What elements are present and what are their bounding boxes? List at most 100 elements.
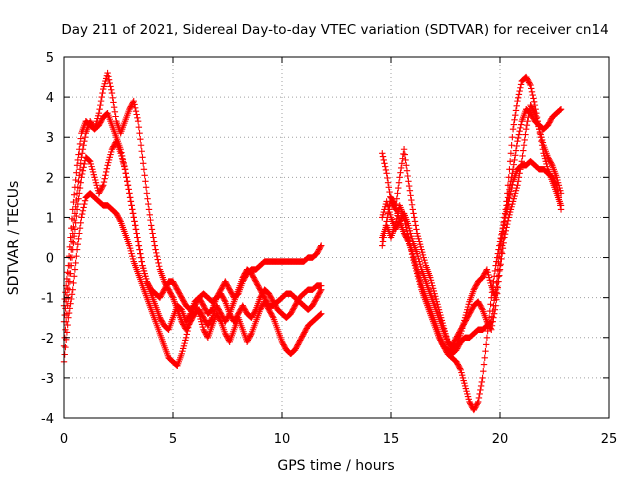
- data-point: [490, 302, 497, 309]
- data-point: [71, 266, 79, 273]
- data-point: [496, 246, 504, 253]
- data-point: [526, 80, 533, 87]
- data-point: [133, 111, 140, 118]
- data-point: [405, 182, 413, 190]
- data-point: [482, 267, 490, 275]
- data-point: [316, 311, 323, 319]
- data-point: [269, 313, 276, 320]
- data-point: [407, 244, 414, 251]
- data-point: [478, 305, 486, 312]
- x-tick-label: 15: [383, 432, 400, 447]
- data-point: [132, 226, 140, 233]
- data-point: [482, 341, 490, 348]
- data-point: [81, 160, 88, 168]
- data-point: [70, 273, 78, 280]
- data-point: [395, 179, 403, 186]
- data-point: [105, 76, 113, 83]
- data-point: [501, 210, 509, 217]
- data-point: [494, 266, 502, 273]
- data-point: [68, 215, 76, 222]
- data-point: [97, 101, 104, 109]
- data-point: [516, 170, 523, 177]
- data-point: [62, 326, 69, 333]
- data-point: [124, 178, 131, 185]
- y-tick-label: 3: [46, 131, 54, 146]
- data-point: [102, 168, 110, 176]
- data-point: [508, 174, 515, 181]
- data-point: [177, 305, 184, 312]
- data-point: [70, 279, 77, 287]
- data-point: [517, 84, 524, 91]
- y-tick-label: 1: [46, 211, 54, 226]
- data-point: [507, 150, 515, 157]
- data-point: [520, 147, 527, 154]
- data-points: [60, 69, 565, 414]
- data-point: [68, 295, 75, 303]
- data-point: [514, 138, 521, 145]
- data-point: [515, 91, 523, 98]
- data-point: [394, 190, 401, 197]
- data-point: [78, 214, 85, 221]
- y-tick-label: -2: [41, 332, 54, 347]
- data-point: [78, 210, 86, 218]
- data-point: [536, 130, 544, 137]
- data-point: [144, 195, 151, 202]
- data-point: [169, 293, 176, 300]
- x-tick-label: 25: [601, 432, 618, 447]
- data-point: [504, 198, 511, 205]
- data-point: [514, 178, 522, 185]
- data-point: [475, 394, 483, 402]
- data-point: [477, 386, 484, 394]
- data-point: [406, 187, 414, 194]
- data-point: [392, 222, 399, 229]
- y-tick-label: -1: [41, 292, 54, 307]
- data-point: [133, 230, 140, 237]
- x-tick-label: 0: [60, 432, 68, 447]
- data-point: [381, 160, 388, 167]
- data-point: [145, 200, 152, 208]
- data-point: [164, 325, 172, 333]
- data-point: [153, 249, 160, 257]
- data-point: [397, 169, 404, 176]
- series-trace-8: [379, 105, 565, 358]
- x-tick-labels: 0 5 10 15 20 25: [60, 432, 617, 447]
- data-point: [512, 111, 519, 119]
- data-point: [73, 190, 81, 197]
- data-point: [403, 162, 410, 169]
- data-point: [155, 259, 162, 267]
- data-point: [522, 131, 529, 138]
- data-point: [488, 313, 496, 320]
- data-point: [62, 289, 69, 296]
- data-point: [134, 117, 142, 125]
- data-point: [517, 162, 525, 169]
- data-point: [74, 240, 82, 248]
- data-point: [120, 159, 127, 166]
- data-point: [408, 247, 415, 255]
- data-point: [556, 107, 563, 114]
- data-point: [73, 253, 80, 260]
- data-point: [413, 226, 420, 233]
- data-point: [396, 174, 403, 181]
- data-point: [504, 201, 512, 208]
- data-point: [478, 378, 486, 386]
- data-point: [72, 176, 79, 184]
- data-point: [76, 224, 84, 232]
- data-point: [395, 184, 402, 192]
- data-point: [402, 220, 409, 228]
- data-point: [70, 239, 77, 247]
- data-point: [531, 101, 539, 109]
- data-point: [71, 210, 79, 217]
- data-point: [73, 169, 80, 176]
- data-point: [80, 164, 87, 171]
- data-point: [134, 234, 141, 241]
- data-point: [147, 216, 154, 224]
- data-point: [501, 234, 508, 241]
- data-point: [384, 179, 392, 186]
- data-point: [405, 234, 412, 241]
- data-point: [81, 138, 88, 145]
- data-point: [494, 278, 502, 285]
- data-point: [506, 182, 514, 189]
- data-point: [65, 253, 73, 260]
- data-point: [527, 81, 534, 89]
- series-trace-4: [60, 69, 325, 333]
